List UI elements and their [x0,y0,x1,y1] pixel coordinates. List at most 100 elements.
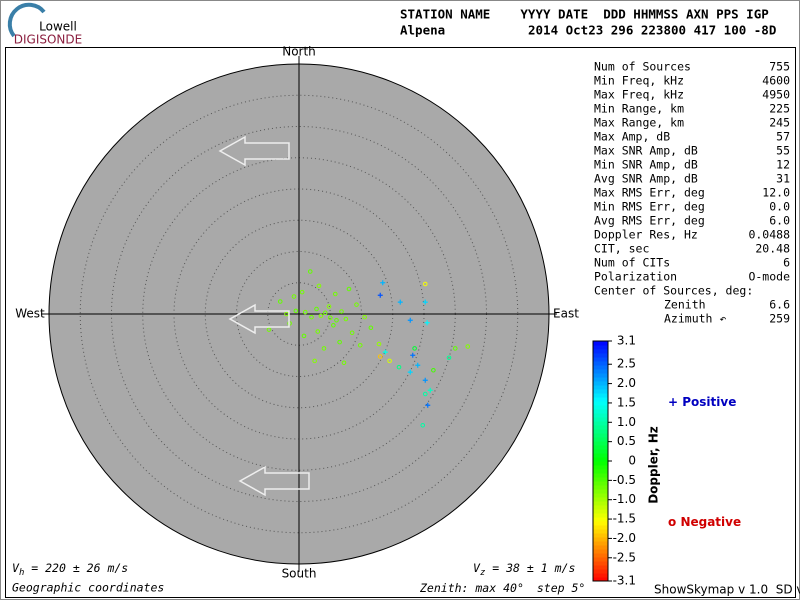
negative-source [326,304,332,309]
negative-source [332,291,338,297]
header-columns: STATION NAME YYYY DATE DDD HHMMSS AXN PP… [400,7,769,22]
zenith-info: Zenith: max 40° step 5° [419,581,585,595]
stats: Num of Sources 755 Min Freq, kHz 4600 Max Fr… [594,60,790,326]
stat-value: 4600 [762,74,790,88]
negative-source [376,341,382,347]
negative-source [420,422,426,428]
negative-source [412,346,417,351]
colorbar-slice [593,409,608,414]
colorbar-slice [593,421,608,426]
negative-source [446,355,452,361]
negative-source [452,346,458,351]
positive-source [407,317,413,323]
vh-value: = 220 ± 26 m/s [24,561,128,575]
stat-label: Max SNR Amp, dB [594,144,698,158]
colorbar-slice [593,529,608,534]
negative-source [377,354,383,359]
colorbar-slice [593,573,608,578]
stat-label: CIT, sec [594,242,649,256]
colorbar-slice [593,417,608,422]
colorbar-slice [593,345,608,350]
negative-source [396,364,402,370]
coords: Geographic coordinates [12,581,164,595]
negative-source [322,310,328,316]
west-label: West [15,307,45,321]
colorbar-slice [593,501,608,506]
colorbar-tick-label: 0 [628,454,636,468]
colorbar-slice [593,541,608,546]
vh: Vh = 220 ± 26 m/s [12,561,128,578]
negative-source [362,314,367,320]
stat-value: 55 [776,144,790,158]
zenith-label: Zenith [664,298,706,312]
deg: ° [578,581,585,595]
step-label: step [537,581,565,595]
stat-value: 225 [769,102,790,116]
negative-source [349,330,355,336]
arrow [228,303,290,335]
colorbar-slice [593,405,608,410]
negative-source [422,281,428,287]
colorbar-slice [593,341,608,346]
negative-source [339,309,344,314]
negative-source [334,317,339,323]
colorbar-slice [593,557,608,562]
colorbar-slice [593,361,608,366]
colorbar-slice [593,401,608,406]
stat-value: 4950 [762,88,790,102]
positive-source [427,387,433,393]
colorbar-tick-label: 0.5 [617,434,636,448]
colorbar-slice [593,425,608,430]
negative-source [368,325,374,331]
vh-sub: h [19,568,24,578]
colorbar-slice [593,393,608,398]
vz-sub: z [480,568,485,578]
negative-source [341,360,347,366]
colorbar-slice [593,509,608,514]
colorbar-slice [593,449,608,454]
colorbar-slice [593,481,608,486]
stat-label: Avg RMS Err, deg [594,214,705,228]
stat-value: 31 [776,172,790,186]
colorbar-slice [593,357,608,362]
stat-value: 0.0488 [748,228,790,242]
azimuth-label: Azimuth ↶ [664,312,726,326]
colorbar-slice [593,549,608,554]
colorbar-slice [593,385,608,390]
zenith-label: Zenith: max [419,581,496,595]
colorbar-slice [593,533,608,538]
colorbar-slice [593,437,608,442]
colorbar-tick-label: -2.5 [613,550,636,564]
vz-value: = 38 ± 1 m/s [485,561,575,575]
colorbar-slice [593,485,608,490]
negative-source [314,306,319,312]
colorbar-slice [593,465,608,470]
center-title: Center of Sources, deg: [594,284,753,298]
colorbar-tick-label: 2.5 [617,357,636,371]
stat-label: Polarization [594,270,677,284]
stat-value: 57 [776,130,790,144]
negative-source [354,302,359,307]
positive-legend: + Positive [668,395,736,409]
colorbar-slice [593,377,608,382]
colorbar-slice [593,365,608,370]
positive-source [410,352,416,358]
colorbar-slice [593,513,608,518]
stat-value: 245 [769,116,790,130]
negative-source [465,344,471,349]
colorbar-slice [593,569,608,574]
colorbar-slice [593,457,608,462]
colorbar: 3.1 2.5 2.0 1.5 1.0 0.5 0 -0.5 -1.0 -1.5 -2.0 -2.5 -… [592,334,636,588]
colorbar-slice [593,373,608,378]
colorbar-slice [593,473,608,478]
negative-source [299,289,305,295]
stat-label: Num of Sources [594,60,691,74]
zenith-value: 6.6 [769,298,790,312]
azimuth-value: 259 [769,312,790,326]
logo-top: Lowell [39,20,77,34]
colorbar-slice [593,397,608,402]
negative-source [431,367,436,373]
colorbar-tick-label: -1.5 [613,512,636,526]
version: ShowSkymap v 1.0 SD v 5.1 [654,583,800,597]
